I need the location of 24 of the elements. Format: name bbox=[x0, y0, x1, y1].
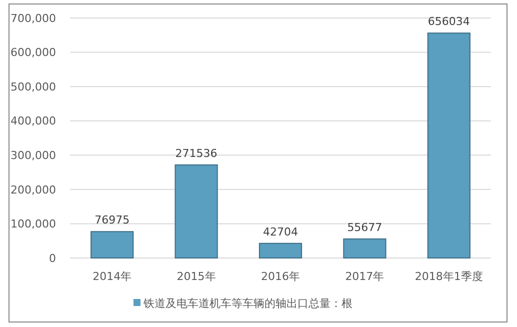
y-tick-label: 400,000 bbox=[10, 114, 56, 128]
data-label: 55677 bbox=[347, 220, 382, 234]
data-label: 42704 bbox=[263, 225, 298, 238]
x-tick-label: 2018年1季度 bbox=[414, 270, 483, 283]
y-tick-label: 0 bbox=[49, 252, 56, 265]
x-tick-label: 2016年 bbox=[261, 270, 300, 283]
bar bbox=[258, 242, 302, 258]
y-tick-label: 700,000 bbox=[10, 12, 56, 25]
bar bbox=[90, 231, 134, 258]
x-tick-label: 2017年 bbox=[345, 270, 384, 283]
y-tick-label: 100,000 bbox=[10, 218, 56, 231]
data-label: 271536 bbox=[175, 146, 218, 160]
bar bbox=[427, 32, 470, 258]
legend-label: 铁道及电车道机车等车辆的轴出口总量：根 bbox=[142, 296, 352, 310]
y-tick-label: 200,000 bbox=[10, 183, 56, 196]
data-label: 76975 bbox=[94, 214, 130, 227]
x-tick-label: 2014年 bbox=[92, 270, 132, 283]
bar bbox=[174, 164, 218, 258]
bar bbox=[343, 238, 386, 258]
y-tick-label: 500,000 bbox=[10, 80, 56, 94]
y-tick-label: 300,000 bbox=[10, 148, 56, 162]
data-label: 656034 bbox=[428, 15, 470, 28]
y-tick-label: 600,000 bbox=[10, 46, 56, 60]
x-tick-label: 2015年 bbox=[176, 270, 216, 283]
